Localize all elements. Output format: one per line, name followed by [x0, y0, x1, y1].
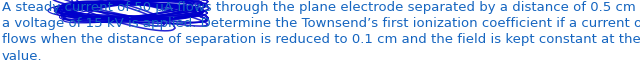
Text: A steady current of 50 µA flows through the plane electrode separated by a dista: A steady current of 50 µA flows through …: [2, 1, 640, 63]
